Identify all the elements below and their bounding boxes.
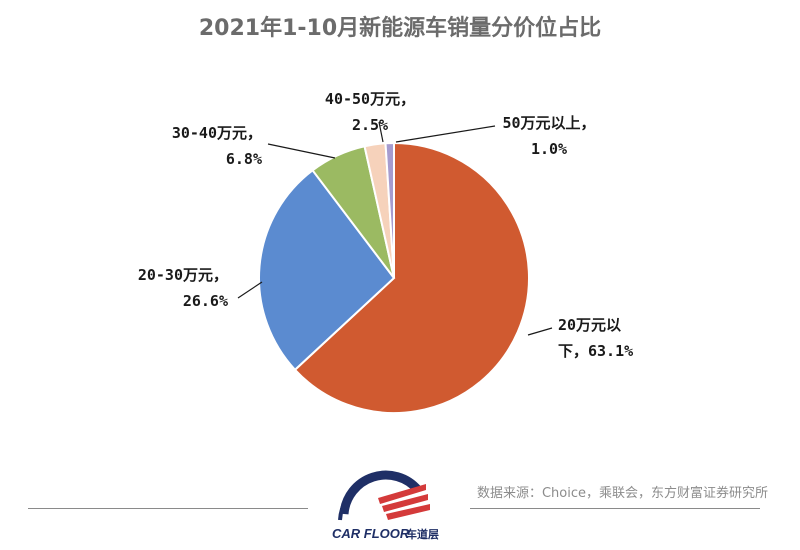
slice-label-3: 40-50万元， 2.5% [325, 90, 415, 134]
slice-label-4: 50万元以上， 1.0% [502, 114, 595, 158]
slice-label-line: 20万元以 [558, 316, 621, 334]
footer-rule-right [470, 508, 760, 509]
chart-title: 2021年1-10月新能源车销量分价位占比 [198, 16, 602, 41]
slice-label-line: 40-50万元， [325, 90, 415, 108]
leader-line-1 [237, 281, 263, 299]
leader-line-4 [395, 125, 496, 143]
leader-line-0 [527, 327, 553, 336]
logo-text: CAR FLOOR [332, 526, 410, 541]
slice-label-line: 50万元以上， [502, 114, 595, 132]
slice-label-line: 2.5% [352, 116, 388, 134]
slice-label-line: 6.8% [226, 150, 262, 168]
slice-label-line: 1.0% [531, 140, 567, 158]
pie-slice-0 [293, 141, 530, 414]
pie-slice-1 [258, 168, 396, 372]
slice-label-line: 30-40万元， [172, 124, 262, 142]
leader-line-3 [378, 121, 384, 143]
leader-line-2 [267, 143, 336, 159]
slice-label-line: 20-30万元， [138, 266, 228, 284]
slice-label-0: 20万元以下，63.1% [558, 316, 633, 360]
slice-label-line: 26.6% [183, 292, 228, 310]
car-floor-logo: CAR FLOOR 车道层 [332, 470, 439, 541]
slice-label-line: 下，63.1% [558, 342, 633, 360]
slice-label-1: 20-30万元， 26.6% [138, 266, 228, 310]
slice-label-2: 30-40万元， 6.8% [172, 124, 262, 168]
source-note: 数据来源：Choice，乘联会，东方财富证券研究所 [476, 486, 768, 501]
pie-slice-4 [384, 141, 395, 279]
footer-rule-left [28, 508, 308, 509]
logo-text-cn: 车道层 [406, 527, 439, 541]
